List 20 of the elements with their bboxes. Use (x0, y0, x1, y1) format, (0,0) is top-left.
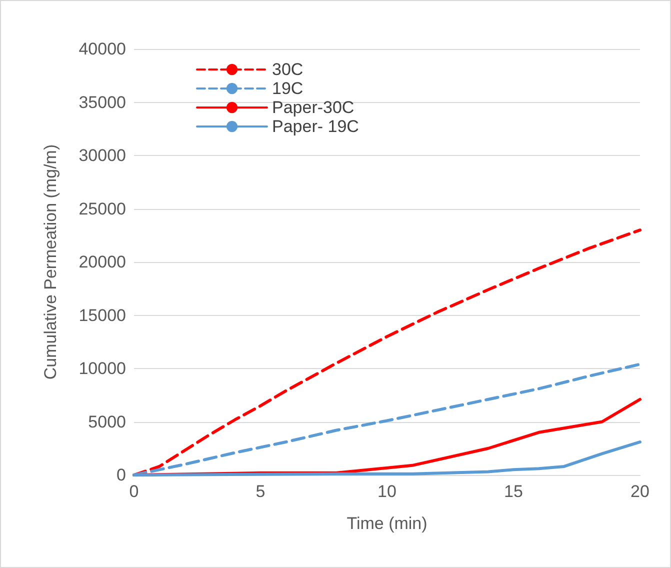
x-tick-label: 15 (504, 482, 523, 501)
y-tick-label: 20000 (78, 252, 126, 272)
x-tick-label: 0 (129, 482, 139, 501)
legend-label: 30C (272, 60, 304, 79)
y-tick-label: 40000 (78, 40, 126, 58)
x-tick-label: 5 (256, 482, 266, 501)
x-axis-title: Time (min) (346, 514, 428, 533)
legend-label: Paper- 19C (272, 117, 359, 136)
y-tick-label: 15000 (78, 306, 126, 325)
legend-label: Paper-30C (272, 98, 354, 117)
y-tick-label: 35000 (78, 92, 126, 112)
y-tick-label: 0 (116, 466, 126, 484)
y-tick-label: 25000 (78, 199, 126, 218)
legend-label: 19C (272, 79, 304, 98)
y-tick-label: 5000 (88, 412, 126, 432)
y-tick-label: 30000 (78, 146, 126, 165)
x-tick-label: 20 (630, 482, 650, 501)
x-tick-label: 10 (378, 482, 396, 501)
y-axis-title: Cumulative Permeation (mg/m) (41, 144, 60, 380)
y-tick-label: 10000 (78, 359, 126, 378)
